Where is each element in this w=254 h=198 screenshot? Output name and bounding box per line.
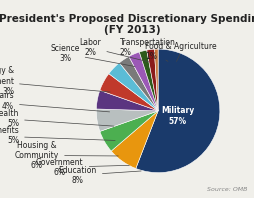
Wedge shape (128, 52, 157, 111)
Wedge shape (135, 49, 219, 173)
Text: Science
3%: Science 3% (50, 44, 134, 67)
Wedge shape (146, 49, 157, 111)
Text: Source: OMB: Source: OMB (206, 187, 246, 192)
Text: Veterans' Benefits
5%: Veterans' Benefits 5% (0, 126, 115, 145)
Text: Energy &
Environment
3%: Energy & Environment 3% (0, 66, 110, 96)
Wedge shape (100, 74, 157, 111)
Wedge shape (119, 56, 157, 111)
Wedge shape (96, 109, 157, 131)
Wedge shape (154, 49, 157, 111)
Wedge shape (108, 63, 157, 111)
Text: Education
8%: Education 8% (58, 166, 140, 185)
Text: Labor
2%: Labor 2% (79, 38, 149, 62)
Text: Military
57%: Military 57% (161, 106, 194, 126)
Wedge shape (96, 90, 157, 111)
Text: Transportation
2%: Transportation 2% (119, 38, 175, 61)
Text: President's Proposed Discretionary Spending
(FY 2013): President's Proposed Discretionary Spend… (0, 14, 254, 35)
Wedge shape (100, 111, 157, 151)
Wedge shape (111, 111, 157, 168)
Wedge shape (139, 50, 157, 111)
Text: Food & Agriculture
1%: Food & Agriculture 1% (145, 42, 216, 61)
Text: Housing &
Community
6%: Housing & Community 6% (15, 141, 118, 170)
Text: Health
5%: Health 5% (0, 109, 114, 129)
Text: International Affairs
4%: International Affairs 4% (0, 91, 109, 112)
Text: Government
6%: Government 6% (36, 158, 129, 177)
